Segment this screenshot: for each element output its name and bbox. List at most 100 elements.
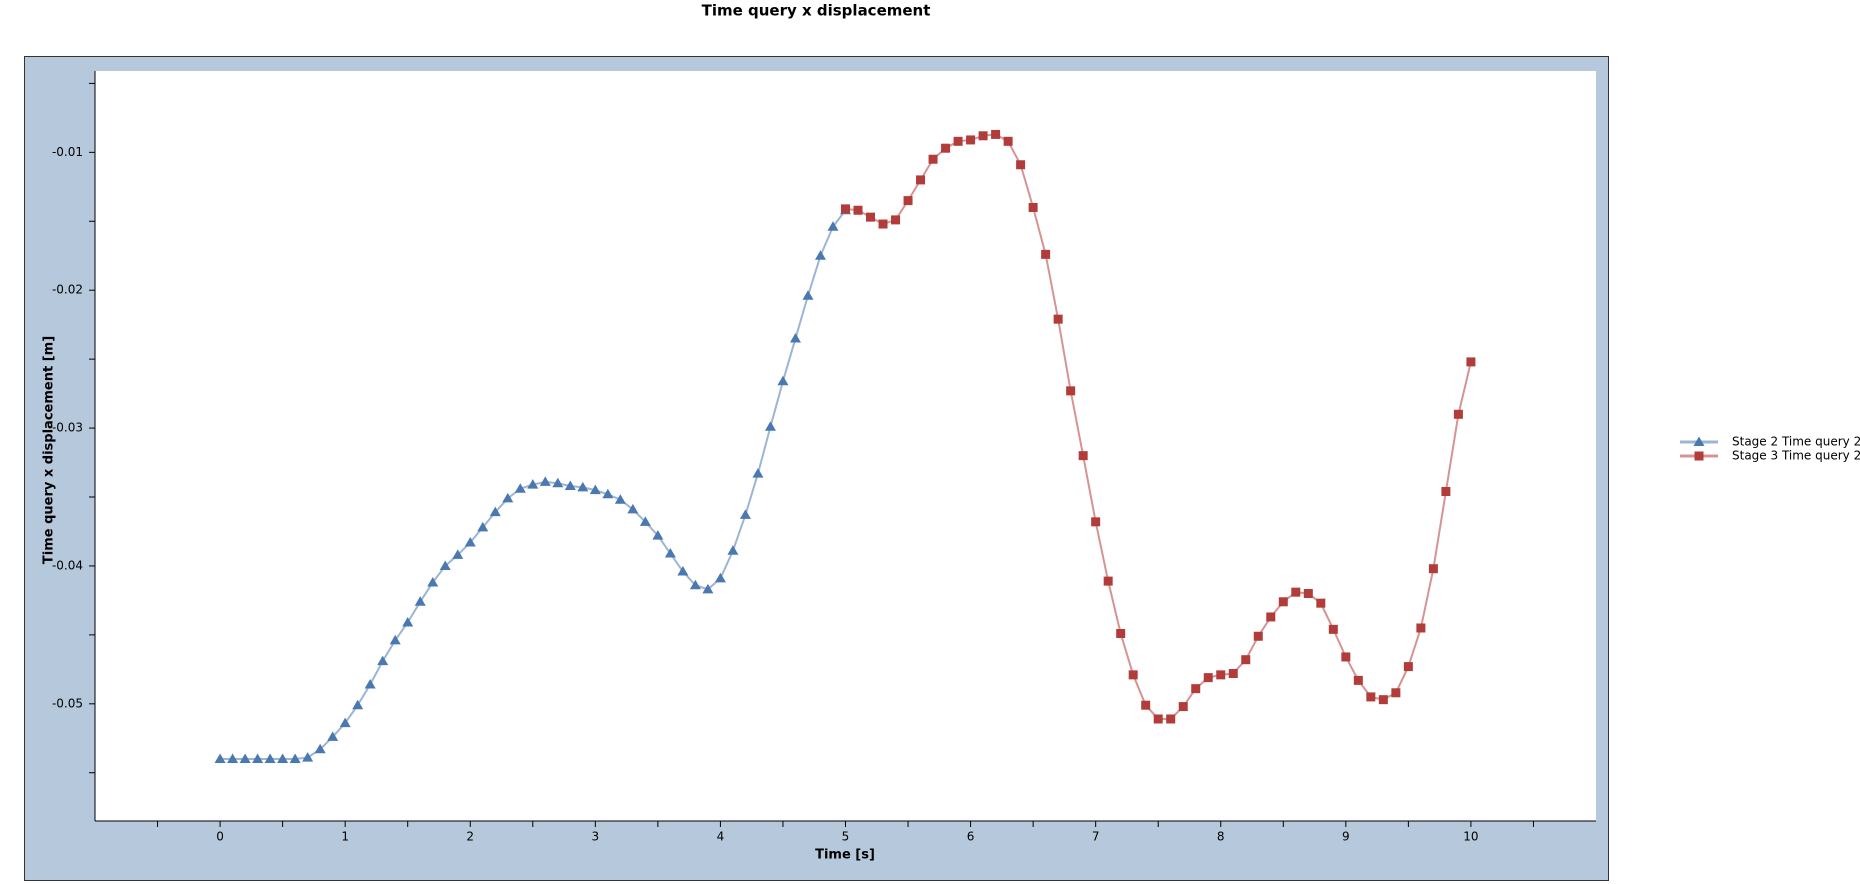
data-point: [1216, 670, 1226, 680]
data-point: [1391, 688, 1401, 698]
data-point: [1116, 629, 1126, 638]
data-point: [1403, 662, 1413, 672]
data-point: [477, 521, 489, 532]
data-point: [1153, 714, 1163, 724]
data-point: [527, 479, 539, 489]
data-point: [841, 204, 850, 214]
data-point: [602, 488, 614, 499]
x-tick-label: 10: [1463, 830, 1478, 844]
data-point: [827, 221, 839, 231]
series: [841, 129, 1476, 724]
data-point: [702, 583, 714, 594]
data-point: [802, 290, 814, 300]
data-point: [652, 530, 664, 540]
x-tick-label: 0: [216, 830, 224, 844]
y-tick-label: -0.02: [52, 283, 83, 297]
data-point: [1253, 631, 1263, 641]
data-point: [866, 212, 876, 222]
y-tick-label: -0.05: [52, 696, 83, 710]
data-point: [1128, 670, 1138, 680]
data-point: [1091, 517, 1101, 527]
data-point: [677, 565, 689, 576]
data-point: [277, 753, 289, 763]
data-point: [1228, 668, 1238, 678]
data-point: [689, 579, 701, 590]
x-axis-label: Time [s]: [815, 848, 875, 863]
data-point: [1003, 136, 1013, 146]
data-point: [239, 753, 251, 763]
legend-marker: [1693, 436, 1705, 446]
data-point: [764, 421, 776, 431]
data-point: [1103, 576, 1113, 586]
data-point: [1066, 386, 1076, 396]
data-point: [439, 560, 451, 570]
data-point: [339, 717, 351, 728]
data-point: [1191, 684, 1201, 694]
data-point: [539, 476, 551, 486]
plot-area: [95, 71, 1596, 821]
data-point: [1466, 357, 1476, 367]
x-tick-label: 9: [1342, 830, 1350, 844]
data-point: [1453, 409, 1463, 419]
data-point: [1041, 249, 1051, 259]
data-point: [1053, 314, 1063, 324]
x-tick-label: 1: [341, 830, 349, 844]
x-tick-label: 7: [1092, 830, 1100, 844]
data-point: [1278, 597, 1288, 607]
data-point: [1428, 564, 1438, 574]
data-point: [853, 205, 863, 215]
data-point: [1078, 451, 1088, 461]
data-point: [1141, 700, 1151, 710]
y-tick-label: -0.04: [52, 558, 83, 572]
legend-label: Stage 2 Time query 2: [1732, 435, 1860, 449]
data-point: [489, 506, 501, 517]
data-point: [302, 752, 314, 762]
y-tick-label: -0.03: [52, 421, 83, 435]
data-point: [314, 743, 326, 754]
data-point: [878, 219, 888, 229]
legend-marker: [1694, 451, 1704, 461]
data-point: [577, 481, 589, 492]
data-point: [564, 480, 576, 490]
data-point: [327, 731, 339, 741]
data-point: [414, 596, 426, 606]
data-point: [1291, 587, 1301, 597]
data-point: [1241, 655, 1251, 665]
chart-title: Time query x displacement: [702, 2, 931, 20]
data-point: [252, 753, 264, 763]
data-point: [1266, 612, 1276, 622]
data-point: [1166, 714, 1176, 724]
data-point: [1341, 652, 1351, 662]
data-point: [377, 655, 389, 666]
data-point: [991, 129, 1001, 139]
y-tick-label: -0.01: [52, 145, 83, 159]
data-point: [664, 548, 676, 558]
data-point: [814, 250, 826, 260]
data-point: [928, 154, 938, 164]
data-point: [639, 516, 651, 526]
data-point: [941, 143, 951, 153]
data-point: [1028, 202, 1038, 212]
data-point: [1316, 598, 1326, 608]
data-point: [464, 537, 476, 547]
x-tick-label: 6: [967, 830, 975, 844]
data-point: [916, 175, 926, 185]
data-point: [514, 483, 526, 493]
data-point: [714, 572, 726, 583]
data-point: [352, 699, 364, 710]
data-point: [966, 135, 976, 145]
data-point: [389, 634, 401, 645]
data-point: [903, 196, 913, 206]
data-point: [1203, 673, 1213, 683]
x-tick-label: 5: [842, 830, 850, 844]
data-point: [1416, 623, 1426, 633]
data-point: [427, 576, 439, 587]
data-point: [1016, 160, 1026, 170]
data-point: [1366, 692, 1376, 702]
x-tick-label: 8: [1217, 830, 1225, 844]
data-point: [502, 492, 514, 503]
data-point: [739, 509, 751, 519]
